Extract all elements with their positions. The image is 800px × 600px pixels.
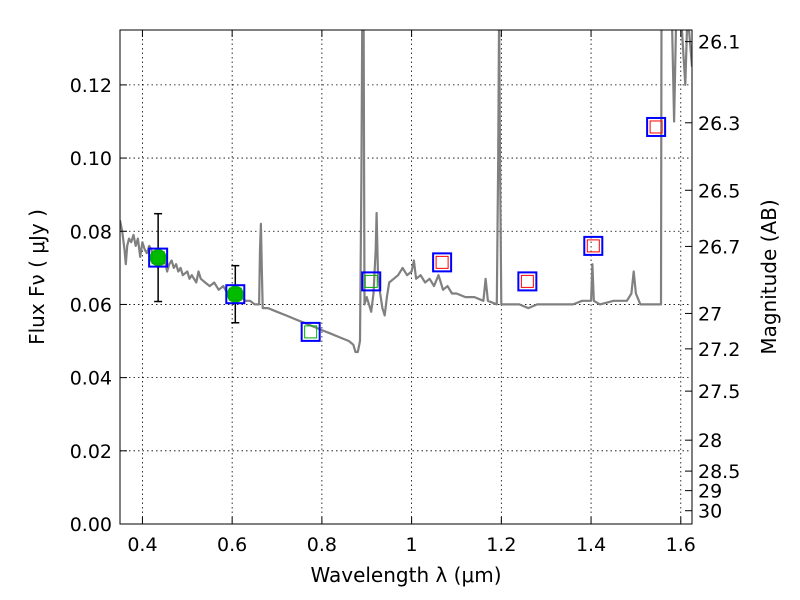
y2-axis-title: Magnitude (AB) [757, 199, 781, 354]
y-axis-title: Flux Fν ( μJy ) [25, 209, 49, 345]
plot-frame [119, 29, 693, 525]
y-tick-label: 0.08 [70, 221, 112, 243]
model-spectrum-line [120, 30, 692, 354]
model-photometry-box [432, 252, 453, 273]
plot-background [120, 30, 692, 524]
y2-tick-label: 27 [698, 303, 722, 325]
y2-tick-label: 28.5 [698, 461, 740, 483]
model-photometry-inner-box [520, 274, 534, 288]
y2-tick-label: 27.2 [698, 339, 740, 361]
y-tick-label: 0.06 [70, 294, 112, 316]
model-photometry-box [583, 235, 604, 256]
y2-tick-label: 26.7 [698, 236, 740, 258]
y-tick-label: 0.04 [70, 368, 112, 390]
y-tick-label: 0.02 [70, 441, 112, 463]
model-photometry-inner-box [586, 239, 600, 253]
x-tick-label: 0.8 [307, 534, 337, 556]
y2-tick-label: 26.3 [698, 113, 740, 135]
y2-tick-label: 26.5 [698, 180, 740, 202]
model-photometry-box [148, 247, 169, 268]
model-photometry-box [225, 284, 246, 305]
x-tick-label: 1 [406, 534, 418, 556]
y-tick-label: 0.12 [70, 75, 112, 97]
model-photometry-box [517, 271, 538, 292]
model-photometry-box [646, 116, 667, 137]
series-layer [120, 30, 692, 354]
x-tick-label: 0.6 [217, 534, 247, 556]
y2-tick-label: 30 [698, 501, 722, 523]
model-photometry-box [361, 271, 382, 292]
y-tick-label: 0.10 [70, 148, 112, 170]
y2-tick-label: 28 [698, 430, 722, 452]
model-photometry-inner-box [228, 287, 242, 301]
model-photometry-inner-box [364, 274, 378, 288]
x-tick-label: 0.4 [127, 534, 157, 556]
model-photometry-inner-box [151, 251, 165, 265]
y2-tick-label: 26.1 [698, 32, 740, 54]
model-photometry-inner-box [435, 255, 449, 269]
x-tick-label: 1.6 [666, 534, 696, 556]
model-photometry-box [300, 321, 321, 342]
model-photometry-inner-box [304, 325, 318, 339]
axes: 0.4 0.6 0.8 1 1.2 1.4 1.6 0.00 0.02 0.04 0.06 0.08 0… [70, 30, 740, 556]
axis-titles: Wavelength λ (μm) Flux Fν ( μJy ) Magnit… [25, 199, 781, 587]
y-tick-label: 0.00 [70, 514, 112, 536]
y2-tick-label: 29 [698, 481, 722, 503]
y2-tick-label: 27.5 [698, 381, 740, 403]
x-tick-label: 1.2 [486, 534, 516, 556]
x-tick-label: 1.4 [576, 534, 606, 556]
x-axis-title: Wavelength λ (μm) [310, 563, 501, 587]
model-photometry-inner-box [649, 120, 663, 134]
